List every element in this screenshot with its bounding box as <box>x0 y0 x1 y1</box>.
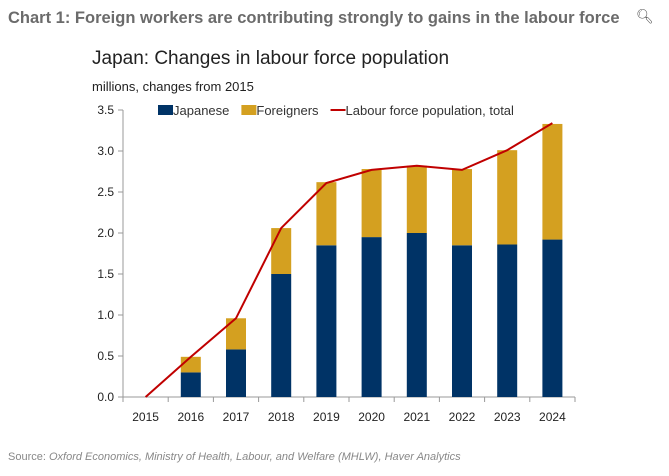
bar-foreigners <box>452 169 472 246</box>
y-axis-label: millions, changes from 2015 <box>92 79 254 94</box>
bar-foreigners <box>361 169 382 238</box>
bar-foreigners <box>180 356 201 373</box>
y-tick-label: 3.0 <box>97 144 114 158</box>
x-tick-label: 2016 <box>177 410 204 424</box>
bar-japanese <box>226 349 246 397</box>
y-tick-label: 1.5 <box>97 267 114 281</box>
bar-foreigners <box>226 318 246 350</box>
x-tick-label: 2020 <box>358 410 385 424</box>
bar-foreigners <box>542 123 563 240</box>
line-total <box>144 122 553 398</box>
y-tick-label: 2.5 <box>97 185 114 199</box>
bar-foreigners <box>497 150 518 245</box>
x-tick-label: 2023 <box>494 410 521 424</box>
y-tick-label: 3.5 <box>97 103 114 117</box>
legend-swatch-0 <box>158 105 173 115</box>
bar-foreigners <box>316 182 337 246</box>
bar-japanese <box>497 244 518 397</box>
legend-swatch-1 <box>241 105 257 115</box>
bar-japanese <box>452 245 472 397</box>
y-tick-label: 1.0 <box>97 308 114 322</box>
y-tick-label: 0.5 <box>97 349 114 363</box>
x-tick-label: 2022 <box>449 410 476 424</box>
x-tick-label: 2019 <box>313 410 340 424</box>
legend-label: Labour force population, total <box>346 103 515 118</box>
source-note: Source: Oxford Economics, Ministry of He… <box>8 451 461 463</box>
bar-japanese <box>316 245 337 397</box>
legend-label: Japanese <box>173 103 229 118</box>
source-label: Source: <box>8 451 49 463</box>
bar-foreigners <box>271 228 292 274</box>
y-tick-label: 0.0 <box>97 390 114 404</box>
bar-japanese <box>271 274 292 397</box>
chart-title: Chart 1: Foreign workers are contributin… <box>8 9 620 27</box>
x-tick-label: 2015 <box>132 410 159 424</box>
y-tick-label: 2.0 <box>97 226 114 240</box>
x-tick-label: 2017 <box>223 410 250 424</box>
x-tick-label: 2024 <box>539 410 566 424</box>
bar-japanese <box>361 237 382 397</box>
source-text: Oxford Economics, Ministry of Health, La… <box>48 451 461 463</box>
bar-foreigners <box>406 165 427 233</box>
chart-subtitle: Japan: Changes in labour force populatio… <box>92 48 450 69</box>
bar-japanese <box>180 372 201 397</box>
legend-label: Foreigners <box>256 103 319 118</box>
bar-japanese <box>406 233 427 397</box>
zoom-in-icon[interactable]: 🔍︎ <box>636 8 654 24</box>
bar-japanese <box>542 239 563 397</box>
x-tick-label: 2018 <box>268 410 295 424</box>
x-tick-label: 2021 <box>403 410 430 424</box>
